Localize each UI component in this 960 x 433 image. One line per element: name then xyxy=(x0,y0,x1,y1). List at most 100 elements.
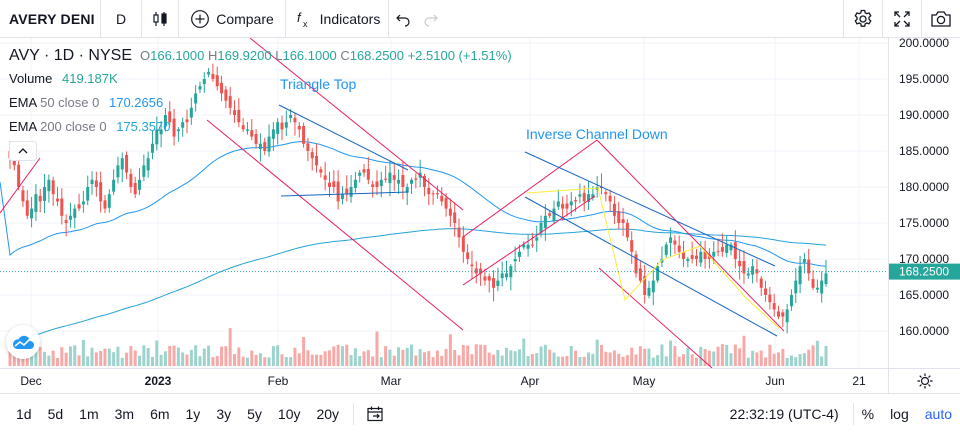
grid-lines xyxy=(0,38,888,368)
time-axis[interactable]: Dec 2023 Feb Mar Apr May Jun 21 xyxy=(0,368,888,393)
svg-text:f: f xyxy=(297,10,302,25)
range-1y-button[interactable]: 1y xyxy=(185,405,201,422)
range-3m-button[interactable]: 3m xyxy=(114,405,135,422)
toolbar-divider xyxy=(882,0,883,38)
volume-bar xyxy=(422,352,426,366)
volume-bar xyxy=(470,354,474,366)
tradingview-logo-button[interactable] xyxy=(6,325,40,359)
candle-body xyxy=(759,278,763,288)
price-tick-label: 160.0000 xyxy=(899,324,949,338)
go-to-date-button[interactable] xyxy=(360,394,390,433)
volume-bar xyxy=(755,352,759,366)
candle-body xyxy=(284,122,288,128)
candle-body xyxy=(34,194,38,212)
candle-body xyxy=(315,155,319,166)
redo-button[interactable] xyxy=(417,0,445,38)
volume-bar xyxy=(30,352,34,366)
compare-button[interactable]: Compare xyxy=(179,0,285,38)
volume-bar xyxy=(543,344,547,366)
volume-bar xyxy=(707,350,711,366)
screenshot-button[interactable] xyxy=(922,0,960,38)
percent-scale-toggle[interactable]: % xyxy=(861,406,875,422)
chart-pane[interactable]: Triangle Top Inverse Channel Down xyxy=(0,38,888,368)
candle-body xyxy=(703,251,707,259)
fullscreen-button[interactable] xyxy=(883,0,921,38)
candle-body xyxy=(397,179,401,184)
volume-bar xyxy=(345,344,349,366)
volume-bar xyxy=(250,350,254,366)
candle-body xyxy=(47,179,51,192)
ema-lines xyxy=(0,141,827,344)
clock-time[interactable]: 22:32:19 (UTC-4) xyxy=(729,406,839,422)
volume-bar xyxy=(418,349,422,366)
time-tick-label: Feb xyxy=(268,374,289,388)
pattern-drawings[interactable] xyxy=(0,38,785,368)
volume-bar xyxy=(142,345,146,366)
volume-bar xyxy=(271,346,275,366)
candle-body xyxy=(185,119,189,123)
range-1d-button[interactable]: 1d xyxy=(16,405,32,422)
candle-body xyxy=(772,303,776,310)
candle-body xyxy=(90,179,94,185)
volume-bar xyxy=(746,357,750,366)
candle-body xyxy=(474,268,478,274)
candle-body xyxy=(133,182,137,195)
volume-bar xyxy=(625,355,629,366)
candle-body xyxy=(267,136,271,152)
candle-body xyxy=(466,252,470,259)
log-scale-toggle[interactable]: log xyxy=(890,406,909,422)
range-20y-button[interactable]: 20y xyxy=(316,405,340,422)
candle-body xyxy=(405,187,409,193)
candle-body xyxy=(517,251,521,257)
auto-scale-toggle[interactable]: auto xyxy=(924,406,952,422)
volume-bar xyxy=(353,348,357,366)
settings-button[interactable] xyxy=(844,0,882,38)
candle-body xyxy=(81,201,85,205)
volume-bar xyxy=(349,355,353,366)
candle-body xyxy=(694,255,698,259)
pattern-line xyxy=(206,119,464,331)
volume-bar xyxy=(522,338,526,366)
volume-bar xyxy=(569,345,573,366)
volume-bar xyxy=(725,344,729,366)
range-5y-button[interactable]: 5y xyxy=(247,405,262,422)
range-5d-button[interactable]: 5d xyxy=(47,405,64,422)
chart-style-button[interactable] xyxy=(142,0,178,38)
volume-bar xyxy=(125,352,129,366)
volume-bar xyxy=(237,347,241,366)
symbol-label: AVERY DENI xyxy=(9,10,95,27)
candle-body xyxy=(120,158,124,170)
axis-settings-button[interactable] xyxy=(888,368,960,393)
interval-button[interactable]: D xyxy=(101,0,141,38)
volume-bar xyxy=(751,350,755,366)
candle-body xyxy=(574,200,578,202)
volume-bar xyxy=(263,357,267,366)
range-10y-button[interactable]: 10y xyxy=(277,405,301,422)
candle-body xyxy=(228,96,232,108)
price-tick-label: 190.0000 xyxy=(899,108,949,122)
undo-button[interactable] xyxy=(389,0,417,38)
range-3y-button[interactable]: 3y xyxy=(216,405,232,422)
volume-bar xyxy=(453,349,457,366)
range-6m-button[interactable]: 6m xyxy=(150,405,170,422)
range-1m-button[interactable]: 1m xyxy=(79,405,99,422)
pattern-line xyxy=(462,139,598,238)
bottom-divider xyxy=(353,402,355,425)
price-axis[interactable]: 200.0000 195.0000 190.0000 185.0000 180.0000… xyxy=(888,36,960,368)
volume-bar xyxy=(332,346,336,366)
redo-icon xyxy=(423,11,439,27)
candle-body xyxy=(276,122,280,134)
svg-text:x: x xyxy=(303,19,308,29)
price-chart[interactable]: Triangle Top Inverse Channel Down xyxy=(0,38,888,368)
candle-body xyxy=(591,194,595,199)
symbol-search-button[interactable]: AVERY DENI xyxy=(0,0,100,38)
bottom-divider xyxy=(852,403,854,425)
price-axis-scale: 200.0000 195.0000 190.0000 185.0000 180.0000… xyxy=(889,36,960,338)
candle-body xyxy=(30,208,34,219)
collapse-legend-button[interactable] xyxy=(9,141,37,161)
candle-body xyxy=(410,179,414,184)
camera-icon xyxy=(930,9,952,29)
volume-bar xyxy=(254,354,258,366)
volume-bar xyxy=(556,356,560,366)
